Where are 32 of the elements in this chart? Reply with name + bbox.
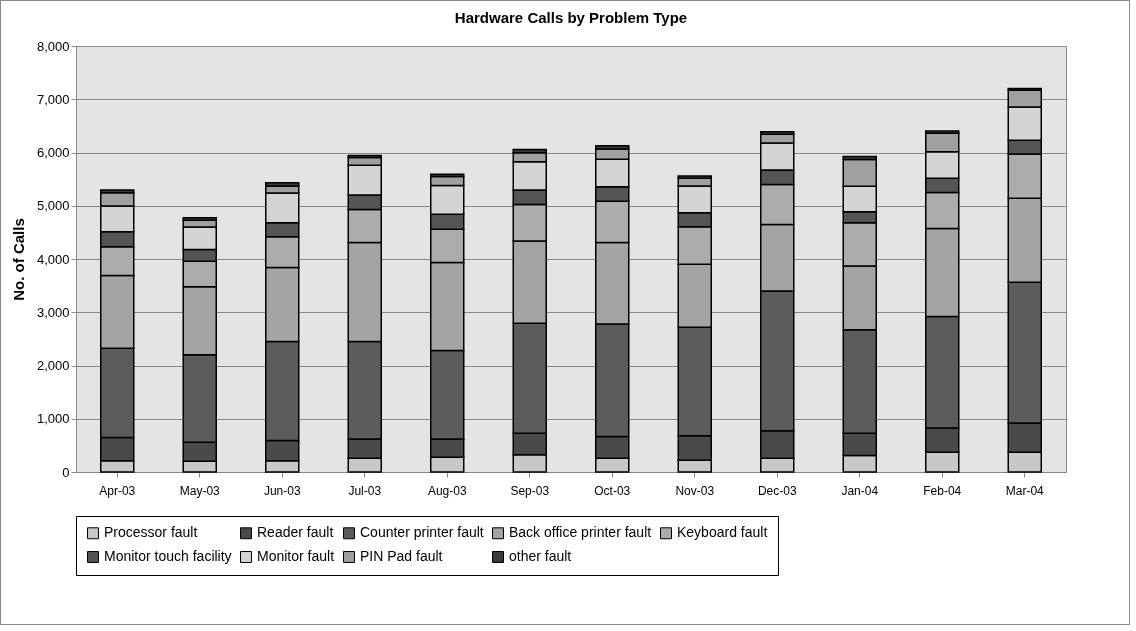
y-tick-label: 2,000 xyxy=(36,358,70,373)
x-tick-label: Jun-03 xyxy=(263,483,301,498)
x-tick-label: Nov-03 xyxy=(675,483,715,498)
legend-label: Processor fault xyxy=(104,524,198,541)
chart-title: Hardware Calls by Problem Type xyxy=(454,9,688,26)
x-tick-label: Jan-04 xyxy=(841,483,879,498)
x-tick-label: Oct-03 xyxy=(594,483,631,498)
y-tick-label: 0 xyxy=(62,464,70,480)
legend-label: Monitor touch facility xyxy=(104,548,232,564)
y-tick-label: 5,000 xyxy=(36,198,70,214)
y-tick-label: 3,000 xyxy=(36,304,70,320)
x-tick-label: May-03 xyxy=(179,483,221,498)
y-axis-title: No. of Calls xyxy=(9,218,27,301)
x-tick-label: Feb-04 xyxy=(923,483,962,498)
y-tick-label: 4,000 xyxy=(36,251,70,267)
legend-label: Monitor fault xyxy=(257,548,335,564)
x-tick-label: Aug-03 xyxy=(427,483,467,498)
legend-label: Keyboard fault xyxy=(677,524,768,541)
y-tick-label: 6,000 xyxy=(36,145,70,160)
x-tick-label: Jul-03 xyxy=(348,483,382,498)
x-tick-label: Dec-03 xyxy=(757,483,797,498)
legend-label: Back office printer fault xyxy=(509,524,652,541)
legend-label: PIN Pad fault xyxy=(360,548,443,564)
legend-label: Counter printer fault xyxy=(360,524,484,541)
legend-label: Reader fault xyxy=(257,524,334,541)
y-tick-label: 1,000 xyxy=(36,411,70,427)
y-tick-label: 7,000 xyxy=(36,91,70,107)
x-tick-label: Apr-03 xyxy=(99,483,136,498)
x-tick-label: Sep-03 xyxy=(510,483,550,498)
x-tick-label: Mar-04 xyxy=(1005,483,1045,498)
legend-label: other fault xyxy=(509,548,572,564)
y-tick-label: 8,000 xyxy=(36,38,70,54)
